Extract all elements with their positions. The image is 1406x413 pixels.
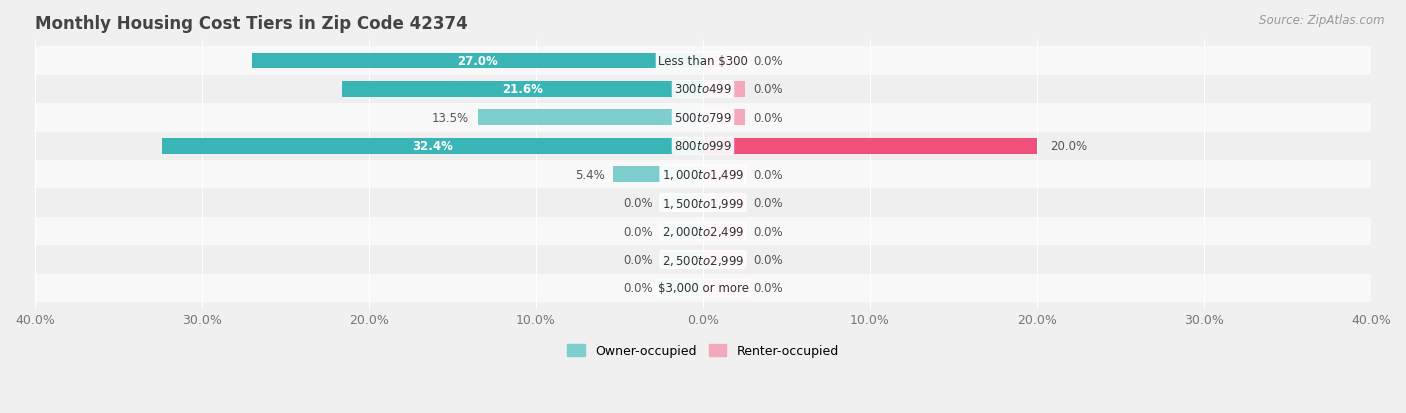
Text: 13.5%: 13.5% <box>432 112 470 124</box>
Bar <box>35 76 1371 104</box>
Bar <box>613 167 703 183</box>
Bar <box>703 224 745 239</box>
Text: $2,000 to $2,499: $2,000 to $2,499 <box>662 225 744 238</box>
Text: $2,500 to $2,999: $2,500 to $2,999 <box>662 253 744 267</box>
Bar <box>35 274 1371 302</box>
Bar <box>703 110 745 126</box>
Text: $3,000 or more: $3,000 or more <box>658 282 748 295</box>
Text: 0.0%: 0.0% <box>754 282 783 295</box>
Text: 0.0%: 0.0% <box>754 112 783 124</box>
Text: 0.0%: 0.0% <box>754 168 783 181</box>
Text: 0.0%: 0.0% <box>754 83 783 96</box>
Text: $1,000 to $1,499: $1,000 to $1,499 <box>662 168 744 182</box>
Bar <box>703 167 745 183</box>
Text: 0.0%: 0.0% <box>623 225 652 238</box>
Bar <box>703 82 745 97</box>
Bar <box>252 54 703 69</box>
Bar <box>162 139 703 154</box>
Bar <box>661 224 703 239</box>
Text: Monthly Housing Cost Tiers in Zip Code 42374: Monthly Housing Cost Tiers in Zip Code 4… <box>35 15 468 33</box>
Bar <box>35 161 1371 189</box>
Text: $300 to $499: $300 to $499 <box>673 83 733 96</box>
Text: 0.0%: 0.0% <box>623 197 652 210</box>
Bar <box>703 280 745 296</box>
Text: 0.0%: 0.0% <box>754 254 783 266</box>
Text: 20.0%: 20.0% <box>1050 140 1087 153</box>
Bar <box>35 47 1371 76</box>
Bar <box>703 252 745 268</box>
Text: $500 to $799: $500 to $799 <box>673 112 733 124</box>
Bar <box>703 54 745 69</box>
Legend: Owner-occupied, Renter-occupied: Owner-occupied, Renter-occupied <box>562 339 844 363</box>
Bar <box>35 132 1371 161</box>
Bar <box>35 189 1371 217</box>
Bar <box>35 246 1371 274</box>
Text: 0.0%: 0.0% <box>754 55 783 68</box>
Text: Source: ZipAtlas.com: Source: ZipAtlas.com <box>1260 14 1385 27</box>
Bar <box>703 139 1038 154</box>
Bar <box>478 110 703 126</box>
Text: Less than $300: Less than $300 <box>658 55 748 68</box>
Text: 21.6%: 21.6% <box>502 83 543 96</box>
Bar <box>661 280 703 296</box>
Text: 5.4%: 5.4% <box>575 168 605 181</box>
Text: $800 to $999: $800 to $999 <box>673 140 733 153</box>
Bar <box>661 195 703 211</box>
Text: 0.0%: 0.0% <box>754 225 783 238</box>
Text: 0.0%: 0.0% <box>623 254 652 266</box>
Text: 27.0%: 27.0% <box>457 55 498 68</box>
Bar <box>35 217 1371 246</box>
Text: $1,500 to $1,999: $1,500 to $1,999 <box>662 196 744 210</box>
Bar <box>703 195 745 211</box>
Text: 0.0%: 0.0% <box>754 197 783 210</box>
Bar <box>342 82 703 97</box>
Bar <box>35 104 1371 132</box>
Text: 0.0%: 0.0% <box>623 282 652 295</box>
Bar <box>661 252 703 268</box>
Text: 32.4%: 32.4% <box>412 140 453 153</box>
